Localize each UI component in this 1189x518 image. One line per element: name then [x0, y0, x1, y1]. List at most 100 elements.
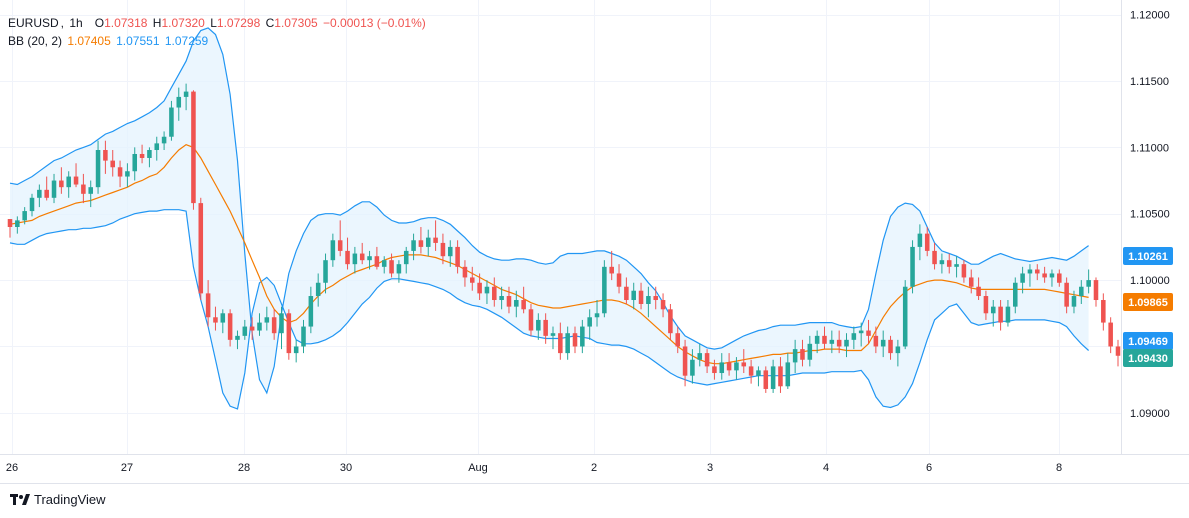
candle: [264, 306, 270, 331]
candle-body: [998, 306, 1003, 323]
candle: [939, 253, 945, 274]
candle: [1049, 269, 1055, 287]
candle: [880, 330, 886, 358]
price-tick-label: 1.11000: [1130, 142, 1169, 154]
candle-body: [792, 349, 798, 363]
candle-body: [624, 286, 629, 301]
price-badges: 1.10261 1.09865 1.09469 1.09430: [1123, 247, 1173, 367]
interval-label[interactable]: 1h: [69, 16, 83, 30]
candle-body: [374, 256, 380, 267]
candle: [602, 260, 607, 318]
indicator-legend[interactable]: BB (20, 2) 1.07405 1.07551 1.07259: [8, 34, 210, 48]
candle-body: [352, 253, 358, 265]
candle-body: [213, 317, 218, 323]
candle-body: [51, 180, 57, 198]
high-value: 1.07320: [161, 16, 205, 30]
candle: [139, 144, 145, 164]
candle-body: [301, 326, 306, 347]
candle: [660, 293, 666, 318]
price-badge: 1.09430: [1123, 349, 1173, 367]
candle-body: [1064, 282, 1069, 307]
candle-body: [484, 286, 490, 294]
band-basis-line: [9, 144, 1089, 365]
candle-body: [1020, 273, 1025, 283]
candle-body: [572, 333, 578, 347]
candle-body: [690, 359, 695, 376]
price-badge-label: 1.09430: [1128, 353, 1168, 365]
candle: [550, 326, 556, 350]
candle: [719, 353, 725, 380]
candle: [169, 100, 174, 141]
candle: [638, 282, 644, 310]
candle-body: [602, 266, 607, 314]
candle: [242, 319, 248, 340]
candle-body: [712, 366, 717, 374]
candle-body: [609, 266, 614, 274]
indicator-basis-value: 1.07405: [67, 34, 111, 48]
candle-body: [396, 264, 402, 274]
candle-body: [807, 343, 813, 360]
candle-body: [902, 286, 908, 347]
candle-body: [455, 246, 460, 267]
candle: [213, 306, 218, 331]
candle-body: [763, 370, 769, 389]
candle: [712, 359, 717, 380]
candle-body: [139, 153, 145, 158]
candle-body: [1086, 280, 1091, 287]
candle: [470, 266, 475, 291]
candle-body: [910, 246, 915, 287]
candle-body: [1049, 273, 1055, 278]
candle: [506, 286, 512, 314]
candle-body: [271, 317, 277, 334]
candle-body: [323, 260, 328, 283]
candle-body: [550, 333, 556, 336]
candle-body: [286, 313, 292, 354]
candle-body: [132, 153, 138, 172]
candle: [1012, 277, 1018, 314]
candle: [227, 309, 233, 347]
tradingview-logo[interactable]: TradingView: [10, 492, 106, 507]
candle-body: [785, 362, 791, 387]
candle-body: [264, 317, 270, 323]
candle-body: [220, 313, 226, 323]
candle-body: [205, 293, 211, 318]
candle: [154, 136, 160, 161]
candle: [308, 286, 314, 334]
candle: [697, 343, 703, 367]
candle-body: [822, 335, 827, 344]
candle-body: [675, 333, 681, 347]
candle-body: [81, 184, 86, 194]
candle: [514, 290, 519, 318]
indicator-name[interactable]: BB (20, 2): [8, 34, 63, 48]
time-tick-label: 30: [340, 462, 352, 474]
candle-body: [946, 260, 952, 267]
time-axis[interactable]: 26 27 28 30 Aug 2 3 4 6 8: [6, 462, 1062, 474]
candle-body: [403, 250, 409, 265]
candle: [257, 313, 262, 336]
band-upper-line: [9, 27, 1089, 395]
candle-body: [198, 203, 204, 294]
candle: [910, 240, 915, 294]
candle-body: [734, 362, 739, 371]
candle-body: [631, 290, 636, 301]
price-badge: 1.09469: [1123, 332, 1173, 350]
price-badge: 1.09865: [1123, 293, 1173, 311]
candle-body: [433, 237, 438, 243]
candle: [418, 227, 424, 254]
symbol-name[interactable]: EURUSD: [8, 16, 59, 30]
candle: [44, 176, 49, 201]
price-badge-label: 1.10261: [1128, 251, 1168, 263]
candle-body: [800, 349, 805, 360]
candle-body: [462, 266, 468, 278]
candle: [748, 359, 754, 384]
candle-body: [587, 317, 592, 327]
candle: [976, 277, 981, 301]
candle-body: [829, 339, 835, 344]
open-value: 1.07318: [104, 16, 148, 30]
candle: [536, 313, 541, 340]
candle-body: [646, 296, 651, 304]
candle: [66, 171, 71, 198]
candle-body: [161, 136, 167, 144]
low-value: 1.07298: [216, 16, 261, 30]
